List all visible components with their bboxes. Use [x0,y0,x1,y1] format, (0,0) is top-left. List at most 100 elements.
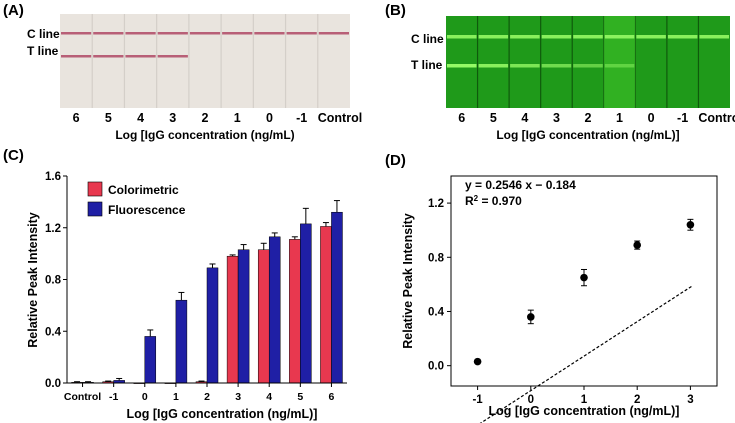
strip-a-c-band [318,32,349,35]
c-legend-swatch [87,201,103,217]
c-bar-fluorescence [206,267,219,384]
c-bar-colorimetric [226,255,239,384]
strip-b-tick-label: 3 [552,111,560,125]
d-r2-value: = 0.970 [478,194,522,208]
c-x-tick-label: 0 [142,391,148,403]
strip-a-tick-label: 2 [201,111,209,125]
scatter-chart: 0.00.40.81.2-1 0 1 2 3 y = 0.2546 x − 0.184 … [401,175,718,423]
strip-a-c-band [254,32,285,35]
panel-label-d: (D) [385,152,406,169]
strip-b-t-band [447,64,477,68]
c-legend-label: Colorimetric [108,183,179,197]
c-ylabel: Relative Peak Intensity [26,212,40,348]
bar-chart: 0.0 0.4 0.8 1.2 1.6 Control -1 0 1 2 3 4 5 6 Colorime… [26,171,347,421]
c-x-tick-label: 6 [329,391,335,403]
strip-b-xlabel: Log [IgG concentration (ng/mL)] [496,128,680,142]
strip-b-tick-label: Control [698,111,735,125]
strip-a-tick-label: Control [317,111,363,125]
d-data-point [473,357,482,366]
c-x-tick-label: 1 [173,391,179,403]
strip-a-tick-row: 6 5 4 3 2 1 0 -1 Control [60,111,363,125]
strip-a-t-band [157,55,188,58]
strip-b-t-band [604,64,635,68]
c-bar-fluorescence [331,211,343,384]
c-legend-swatch [87,181,103,197]
strip-a-tick-label: 3 [169,111,177,125]
c-y-tick-label: 1.6 [45,171,61,183]
strip-b-c-band [510,35,540,39]
d-r2-sup: 2 [474,194,479,203]
strip-b-c-band [573,35,603,39]
strip-b-t-line-label: T line [411,58,443,72]
d-data-point [580,273,588,282]
c-bar-fluorescence [300,223,312,384]
strip-a-t-band [125,55,156,58]
c-x-tick-label: 3 [235,391,241,403]
c-legend-label: Fluorescence [108,203,186,217]
strip-b-tick-label: 2 [584,111,592,125]
strip-b-t-band [541,64,572,68]
strip-b-tick-label: -1 [677,111,689,125]
c-x-tick-label: Control [64,391,101,403]
d-x-tick-label: 0 [528,394,534,406]
strip-b-c-band [478,35,509,39]
c-bar-colorimetric [257,249,270,384]
strip-a-background [60,14,350,108]
strip-a-c-band [125,32,156,35]
d-r2-label: R [465,194,474,208]
strip-a-xlabel: Log [IgG concentration (ng/mL) [115,128,295,142]
d-fit-line [479,284,694,423]
strip-b-t-band [478,64,509,68]
d-equation: y = 0.2546 x − 0.184 [465,178,576,192]
d-x-tick-label: -1 [472,394,483,406]
d-y-tick-label: 0.8 [428,252,445,264]
strip-a-tick-label: 1 [233,111,241,125]
strip-b-tick-row: 6 5 4 3 2 1 0 -1 Control [446,111,735,125]
strip-b-bright-lane [603,16,636,108]
c-bar-fluorescence [237,249,250,384]
c-x-tick-label: -1 [109,391,118,403]
strip-b-c-band [636,35,666,39]
strip-a-tick-label: 0 [265,111,273,125]
strip-a-t-band [93,55,124,58]
strip-b-tick-label: 6 [458,111,466,125]
c-bar-colorimetric [320,226,332,384]
c-xlabel: Log [IgG concentration (ng/mL)] [127,407,318,421]
c-y-tick-label: 0.0 [45,378,61,390]
strip-b-c-band [447,35,477,39]
strip-b-c-band [667,35,698,39]
strip-b-c-band [699,35,729,39]
c-bar-colorimetric [289,239,301,384]
c-x-tick-label: 4 [266,391,272,403]
strip-b-tick-label: 4 [521,111,529,125]
d-data-point [527,313,535,321]
panel-label-a: (A) [3,2,24,19]
strip-a-t-band [61,55,92,58]
strip-a-c-line-label: C line [27,27,60,41]
c-x-tick-label: 2 [204,391,210,403]
strip-b-t-band [573,64,603,68]
strip-a-c-band [157,32,188,35]
d-ylabel: Relative Peak Intensity [401,213,415,349]
strip-a-c-band [61,32,92,35]
d-y-tick-label: 1.2 [428,198,444,210]
strip-b-c-line-label: C line [411,32,444,46]
c-y-tick-label: 0.8 [45,275,62,287]
strip-a-t-line-label: T line [27,44,59,58]
d-xlabel: Log [IgG concentration (ng/mL)] [489,404,680,418]
strip-b-tick-label: 5 [489,111,497,125]
c-bar-fluorescence [268,236,281,384]
strip-a-c-band [189,32,221,35]
c-bar-fluorescence [175,299,188,384]
d-x-tick-label: 2 [634,394,640,406]
strip-b-c-band [604,35,635,39]
strip-a-tick-label: 5 [104,111,112,125]
d-y-tick-label: 0.4 [428,306,445,318]
strip-a-c-band [222,32,253,35]
strip-a-tick-label: 4 [137,111,145,125]
strip-b-tick-label: 0 [647,111,655,125]
c-x-tick-label: 5 [297,391,303,403]
strip-b-tick-label: 1 [616,111,623,125]
strip-a-tick-label: -1 [296,111,308,125]
d-y-tick-label: 0.0 [428,361,444,373]
